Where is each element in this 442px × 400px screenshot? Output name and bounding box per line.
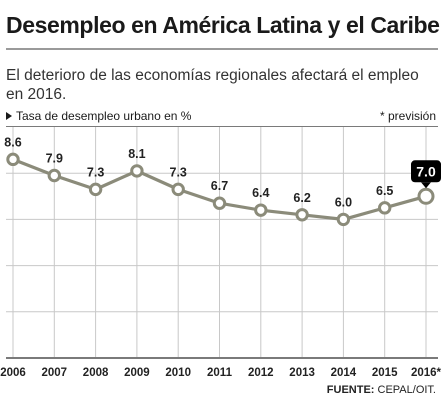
chart-title: Desempleo en América Latina y el Caribe: [6, 12, 440, 38]
projection-note: * previsión: [379, 109, 436, 123]
data-label: 7.3: [87, 165, 104, 179]
chart-header: Tasa de desempleo urbano en % * previsió…: [6, 106, 438, 127]
source-label: FUENTE:: [326, 384, 375, 396]
data-label: 8.6: [4, 135, 21, 149]
x-tick-label: 2016*: [411, 367, 442, 379]
y-axis-label-text: Tasa de desempleo urbano en %: [16, 109, 192, 123]
data-label: 6.4: [252, 186, 269, 200]
x-tick-label: 2010: [165, 367, 191, 379]
x-tick-label: 2012: [248, 367, 274, 379]
x-tick-label: 2015: [372, 367, 398, 379]
x-tick-label: 2008: [83, 367, 109, 379]
data-point: [171, 182, 185, 197]
data-point: [212, 196, 227, 210]
data-label: 7.9: [46, 152, 63, 166]
x-tick-label: 2006: [0, 367, 26, 379]
title-divider: [6, 48, 438, 50]
x-tick-label: 2014: [331, 367, 357, 379]
y-axis-label: Tasa de desempleo urbano en %: [6, 109, 191, 123]
data-label: 6.7: [211, 179, 228, 193]
data-label: 8.1: [128, 147, 145, 161]
data-label: 7.3: [170, 165, 187, 179]
highlight-label-pointer: [421, 182, 431, 189]
highlight-label-box: [411, 160, 441, 183]
data-point: [130, 164, 144, 178]
source-credit: FUENTE: CEPAL/OIT.: [327, 384, 436, 396]
data-label: 6.0: [335, 195, 352, 209]
data-label: 7.0: [416, 163, 436, 179]
data-point: [295, 208, 309, 222]
data-point: [6, 152, 20, 167]
x-tick-label: 2011: [207, 367, 233, 379]
x-tick-label: 2013: [289, 367, 315, 379]
data-point: [378, 201, 392, 215]
x-tick-label: 2009: [124, 367, 150, 379]
data-point: [47, 168, 61, 183]
chart-subtitle: El deterioro de las economías regionales…: [6, 67, 419, 103]
x-tick-label: 2007: [42, 367, 68, 379]
data-point: [88, 182, 103, 197]
data-point: [417, 187, 435, 205]
triangle-bullet-icon: [6, 112, 12, 120]
data-label: 6.2: [293, 191, 310, 205]
data-label: 6.5: [376, 184, 393, 198]
data-point: [254, 203, 268, 217]
source-text: CEPAL/OIT.: [374, 384, 437, 396]
data-point: [336, 212, 351, 227]
